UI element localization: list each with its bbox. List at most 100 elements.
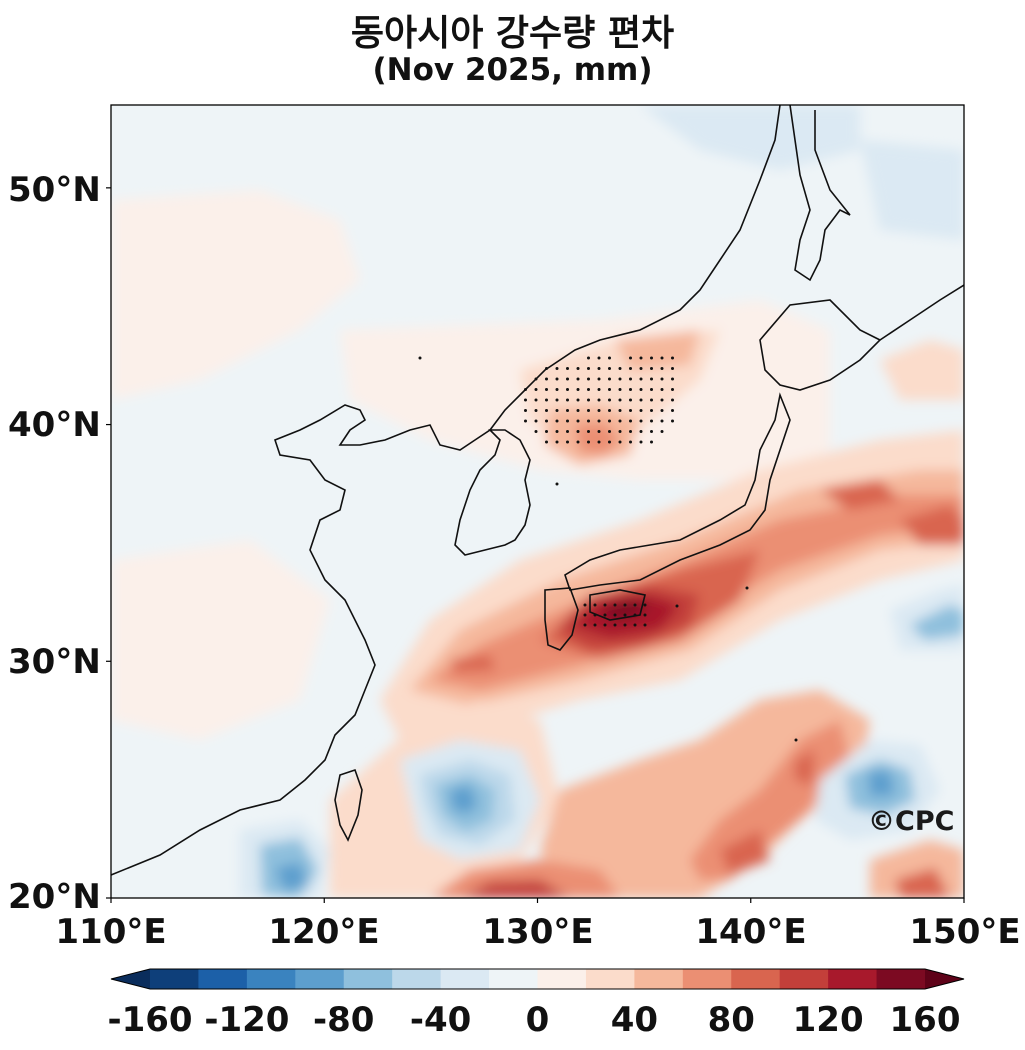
stipple-dot (545, 367, 548, 370)
colorbar-segment (440, 969, 490, 989)
colorbar-extend-min (111, 969, 150, 989)
map-title: 동아시아 강수량 편차 (350, 13, 675, 54)
coastline-shikoku (589, 589, 646, 621)
colorbar-tick-label: 80 (707, 1000, 755, 1040)
colorbar-tick-label: -80 (313, 1000, 375, 1040)
positive-anomaly-core (615, 330, 700, 370)
stipple-dot (545, 440, 548, 444)
stipple-dot (629, 409, 632, 412)
positive-anomaly-south (880, 340, 964, 400)
stipple-dot (545, 388, 548, 391)
stipple-dot (555, 377, 559, 381)
cpc-logo: ©CPC (868, 806, 955, 837)
stipple-dot (587, 398, 590, 402)
coastline-sakhalin (789, 105, 851, 282)
stipple-dot (633, 603, 637, 607)
stipple-dot (618, 409, 622, 412)
stipple-dot (576, 398, 580, 402)
colorbar-tick-label: -40 (409, 1000, 472, 1040)
stipple-dot (650, 419, 653, 423)
colorbar-segment (392, 969, 442, 989)
stipple-dot (613, 623, 617, 627)
stipple-dot (608, 398, 611, 402)
stipple-dot (629, 377, 632, 381)
stipple-dot (671, 388, 674, 391)
stipple-dot (639, 367, 643, 370)
stipple-dot (618, 430, 622, 433)
stipple-dot (618, 388, 622, 391)
coastline-kuril (879, 284, 964, 341)
colorbar-segment (198, 969, 248, 989)
positive-anomaly-west (111, 190, 360, 400)
stipple-dot (639, 409, 643, 412)
stipple-dot (650, 440, 653, 444)
stipple-dot (597, 356, 601, 360)
stipple-dot (593, 613, 597, 617)
stipple-dot (534, 377, 538, 381)
stipple-dot (597, 388, 601, 391)
stipple-dot (660, 356, 664, 360)
stipple-dot (671, 419, 674, 423)
stipple-dot (623, 613, 627, 617)
stipple-dot (534, 430, 538, 433)
stipple-dot (650, 430, 653, 433)
coastline-china (111, 105, 781, 876)
stipple-dot (597, 430, 601, 433)
positive-anomaly-west (111, 540, 330, 740)
stipple-dot (639, 356, 643, 360)
stipple-dot (660, 377, 664, 381)
stipple-dot (545, 419, 548, 423)
lon-label-120: 120°E (268, 912, 380, 952)
stipple-dot (587, 356, 590, 360)
stipple-dot (660, 367, 664, 370)
coastlines (111, 105, 964, 876)
stipple-dot (555, 482, 559, 486)
stipple-dot (566, 430, 569, 433)
negative-anomaly (868, 770, 895, 797)
stipple-dot (618, 398, 622, 402)
colorbar-segment (150, 969, 199, 989)
colorbar-outline (110, 968, 965, 990)
stipple-dot (608, 440, 611, 444)
colorbar-segment (828, 969, 878, 989)
stipple-dot (597, 367, 601, 370)
stipple-dot (576, 377, 580, 381)
stipple-dot (545, 377, 548, 381)
anomaly-field (111, 105, 964, 898)
positive-anomaly-main-band (820, 480, 900, 510)
stipple-dot (671, 367, 674, 370)
positive-anomaly-south (895, 868, 950, 898)
lat-label-50: 50°N (8, 170, 101, 210)
stipple-dot (555, 409, 559, 412)
stipple-dot (555, 388, 559, 391)
stipple-dot (608, 388, 611, 391)
lon-label-150: 150°E (909, 912, 1021, 952)
stipple-dot (629, 356, 632, 360)
stipple-dot (534, 398, 538, 402)
stipple-dot (566, 419, 569, 423)
stipple-dot (639, 440, 643, 444)
colorbar-tick-label: 40 (610, 1000, 659, 1040)
stipple-dot (524, 409, 527, 412)
stipple-dot (587, 388, 590, 391)
stipple-dot (639, 388, 643, 391)
coastline-taiwan (334, 768, 363, 842)
stipple-dot (650, 367, 653, 370)
coastline-korea (454, 429, 531, 556)
stipple-dot (660, 430, 664, 433)
stipple-dot (794, 738, 798, 742)
stipple-dot (608, 419, 611, 423)
stipple-dot (643, 613, 647, 617)
stipple-dot (545, 398, 548, 402)
positive-anomaly-south (430, 860, 620, 898)
colorbar-segment (295, 969, 345, 989)
positive-anomaly-main-band (450, 655, 495, 672)
colorbar-segment (779, 969, 829, 989)
colorbar-segment (343, 969, 393, 989)
positive-anomaly-south (795, 750, 815, 785)
stipple-dot (587, 430, 590, 433)
stipple-dot (603, 623, 607, 627)
colorbar-segment (876, 969, 926, 989)
colorbar-tick-label: 0 (525, 1000, 550, 1040)
stipple-dot (576, 440, 580, 444)
